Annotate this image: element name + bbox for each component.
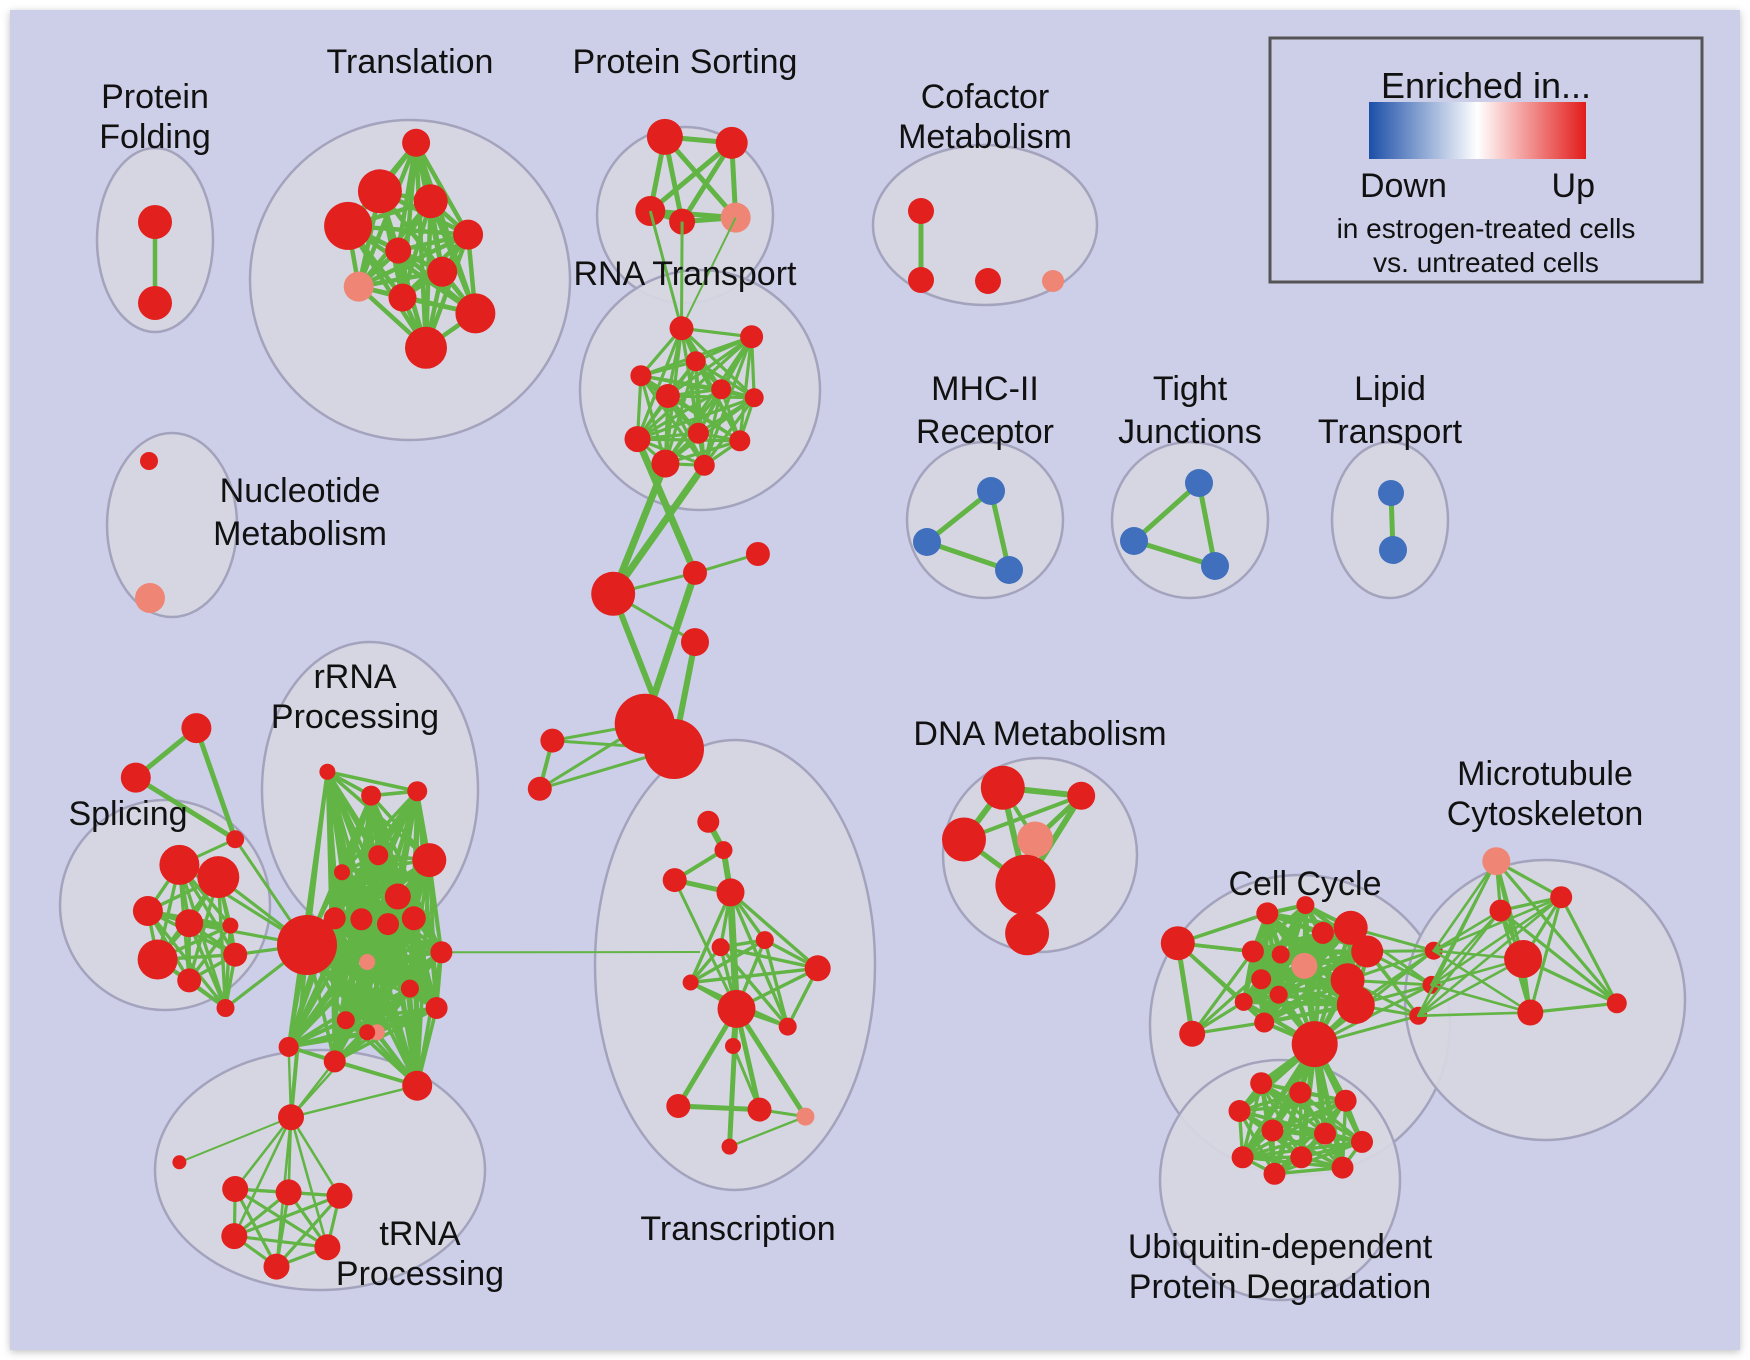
svg-text:tRNA: tRNA [379, 1215, 461, 1253]
svg-text:Folding: Folding [99, 118, 211, 156]
svg-text:Lipid: Lipid [1354, 370, 1426, 408]
svg-text:Transcription: Transcription [640, 1210, 835, 1248]
svg-text:Cell Cycle: Cell Cycle [1228, 865, 1381, 903]
svg-text:Down: Down [1360, 167, 1447, 205]
svg-text:Ubiquitin-dependent: Ubiquitin-dependent [1128, 1228, 1433, 1266]
svg-text:Cytoskeleton: Cytoskeleton [1447, 795, 1644, 833]
svg-text:in estrogen-treated cells: in estrogen-treated cells [1337, 213, 1636, 244]
svg-text:Nucleotide: Nucleotide [220, 472, 381, 510]
svg-text:Metabolism: Metabolism [898, 118, 1072, 156]
svg-text:MHC-II: MHC-II [931, 370, 1039, 408]
svg-text:DNA Metabolism: DNA Metabolism [913, 715, 1166, 753]
svg-text:Protein Degradation: Protein Degradation [1129, 1268, 1431, 1306]
svg-text:Junctions: Junctions [1118, 413, 1262, 451]
svg-text:Protein: Protein [101, 78, 209, 116]
svg-text:Processing: Processing [336, 1255, 504, 1293]
svg-text:Translation: Translation [327, 43, 494, 81]
svg-text:Up: Up [1552, 167, 1595, 205]
svg-text:vs. untreated cells: vs. untreated cells [1373, 247, 1599, 278]
svg-text:rRNA: rRNA [313, 658, 396, 696]
svg-text:Processing: Processing [271, 698, 439, 736]
svg-text:Protein Sorting: Protein Sorting [573, 43, 798, 81]
svg-text:Transport: Transport [1318, 413, 1463, 451]
svg-text:Microtubule: Microtubule [1457, 755, 1633, 793]
svg-text:Enriched in...: Enriched in... [1381, 65, 1591, 106]
svg-text:Cofactor: Cofactor [921, 78, 1050, 116]
svg-text:Tight: Tight [1153, 370, 1228, 408]
svg-text:Receptor: Receptor [916, 413, 1054, 451]
svg-text:Metabolism: Metabolism [213, 515, 387, 553]
svg-text:Splicing: Splicing [68, 795, 187, 833]
svg-text:RNA Transport: RNA Transport [574, 255, 798, 293]
